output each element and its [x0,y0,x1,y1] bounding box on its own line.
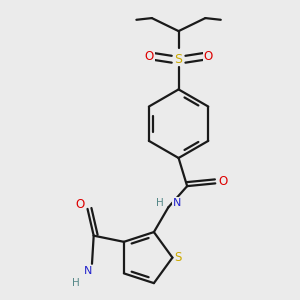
Text: O: O [145,50,154,63]
Text: S: S [175,251,182,264]
Text: O: O [75,198,84,211]
Text: O: O [203,50,212,63]
Text: N: N [173,198,181,208]
Text: S: S [175,53,183,66]
Text: O: O [219,175,228,188]
Text: H: H [156,198,164,208]
Text: N: N [84,266,93,276]
Text: H: H [72,278,80,288]
